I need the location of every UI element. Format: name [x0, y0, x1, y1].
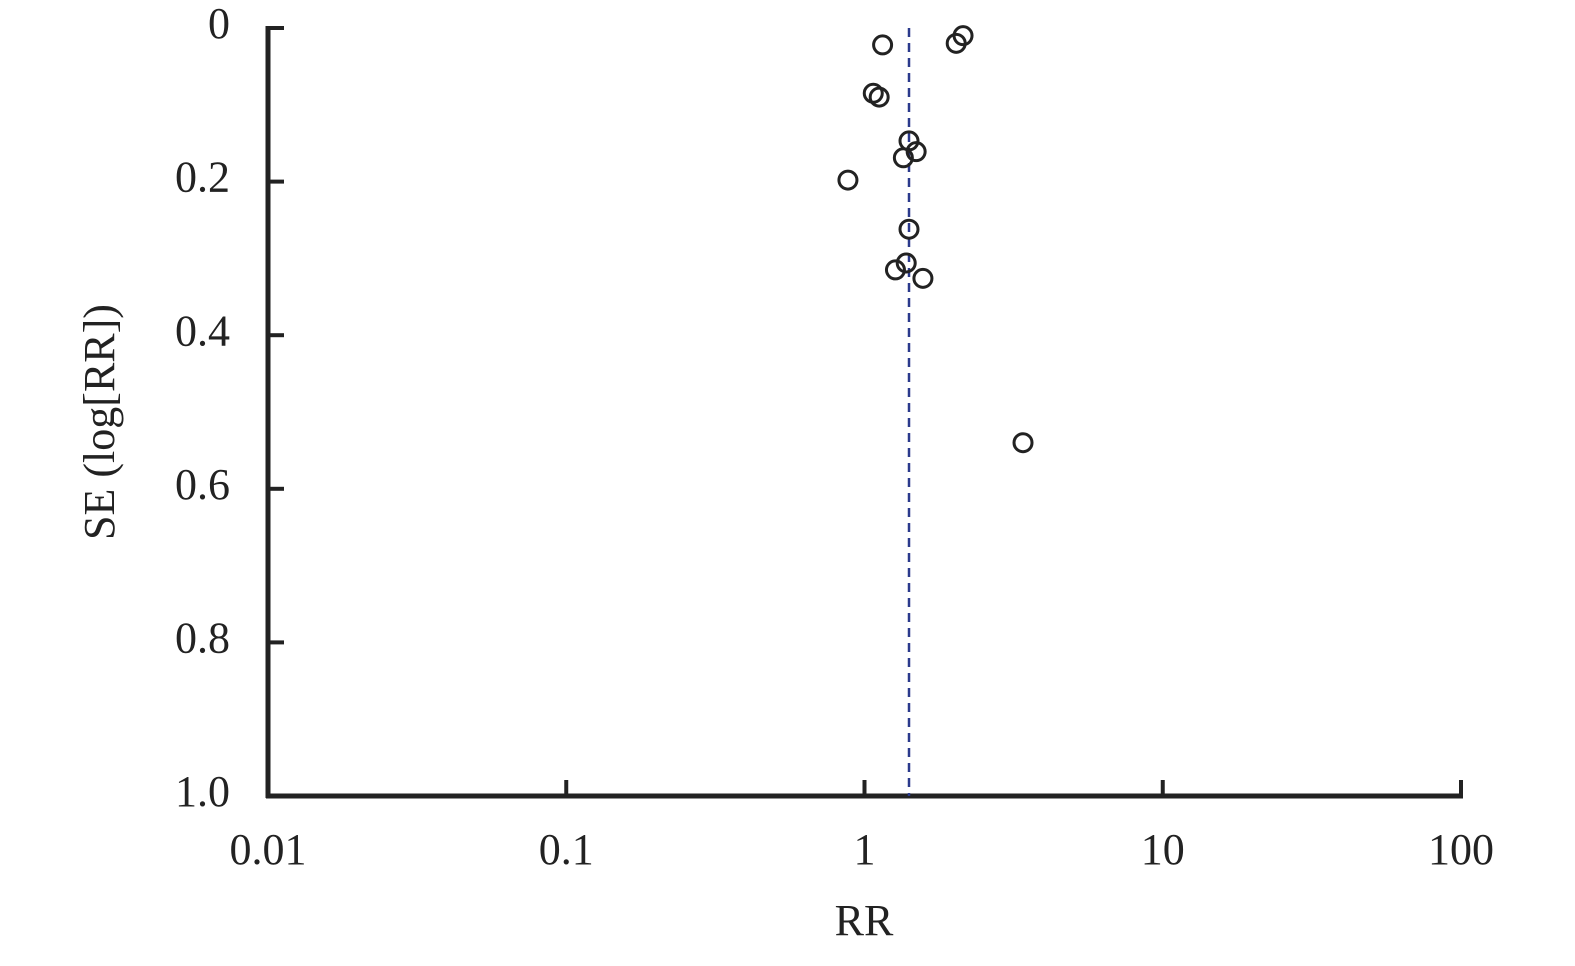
y-tick-label: 1.0 — [175, 767, 230, 816]
point — [898, 218, 920, 240]
y-tick-label: 0.6 — [175, 460, 230, 509]
x-tick-label: 10 — [1141, 825, 1185, 874]
point — [837, 169, 859, 191]
point — [905, 141, 927, 163]
y-tick-label: 0.2 — [175, 153, 230, 202]
x-tick-label: 0.1 — [539, 825, 594, 874]
point — [895, 252, 917, 274]
point — [872, 34, 894, 56]
point — [892, 147, 914, 169]
y-tick-label: 0.4 — [175, 306, 230, 355]
x-tick-label: 100 — [1428, 825, 1494, 874]
point — [945, 32, 967, 54]
x-tick-label: 1 — [854, 825, 876, 874]
y-tick-label: 0.8 — [175, 613, 230, 662]
point — [912, 267, 934, 289]
point — [1012, 432, 1034, 454]
x-axis-label: RR — [835, 896, 894, 945]
point — [884, 259, 906, 281]
y-axis-label: SE (log[RR]) — [75, 304, 124, 540]
x-tick-label: 0.01 — [230, 825, 307, 874]
point — [868, 86, 890, 108]
y-tick-label: 0 — [208, 0, 230, 48]
